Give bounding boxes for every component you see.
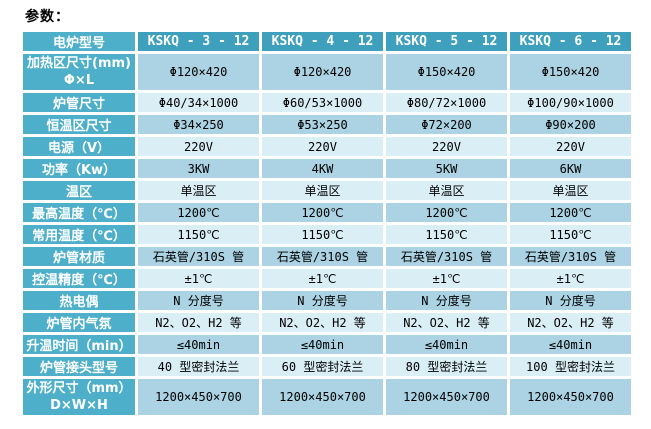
row-label: 恒温区尺寸: [23, 115, 135, 134]
table-row-temp-accuracy: 控温精度（℃） ±1℃ ±1℃ ±1℃ ±1℃: [23, 269, 631, 288]
cell: 石英管/310S 管: [138, 247, 259, 266]
cell: Φ150×420: [386, 54, 507, 90]
cell: 1150℃: [510, 225, 631, 244]
table-row-heatup-time: 升温时间（min） ≤40min ≤40min ≤40min ≤40min: [23, 335, 631, 354]
cell: 1150℃: [386, 225, 507, 244]
cell: 单温区: [138, 181, 259, 200]
cell: 石英管/310S 管: [386, 247, 507, 266]
cell: ±1℃: [138, 269, 259, 288]
table-row-flange-type: 炉管接头型号 40 型密封法兰 60 型密封法兰 80 型密封法兰 100 型密…: [23, 357, 631, 376]
table-row-heating-zone: 加热区尺寸(mm) Φ×L Φ120×420 Φ120×420 Φ150×420…: [23, 54, 631, 90]
row-label: 功率（Kw）: [23, 159, 135, 178]
header-cell-model-2: KSKQ - 4 - 12: [262, 32, 383, 51]
cell: 3KW: [138, 159, 259, 178]
cell: Φ150×420: [510, 54, 631, 90]
cell: 单温区: [386, 181, 507, 200]
table-row-max-temp: 最高温度（℃） 1200℃ 1200℃ 1200℃ 1200℃: [23, 203, 631, 222]
cell: 60 型密封法兰: [262, 357, 383, 376]
row-label: 升温时间（min）: [23, 335, 135, 354]
cell: 1150℃: [138, 225, 259, 244]
cell: 石英管/310S 管: [262, 247, 383, 266]
cell: Φ120×420: [138, 54, 259, 90]
spec-table: 电炉型号 KSKQ - 3 - 12 KSKQ - 4 - 12 KSKQ - …: [20, 29, 634, 418]
cell: N2、O2、H2 等: [262, 313, 383, 332]
cell: N 分度号: [510, 291, 631, 310]
header-cell-model-4: KSKQ - 6 - 12: [510, 32, 631, 51]
cell: 1200℃: [262, 203, 383, 222]
table-row-atmosphere: 炉管内气氛 N2、O2、H2 等 N2、O2、H2 等 N2、O2、H2 等 N…: [23, 313, 631, 332]
cell: 石英管/310S 管: [510, 247, 631, 266]
cell: N 分度号: [386, 291, 507, 310]
cell: ±1℃: [262, 269, 383, 288]
row-label: 温区: [23, 181, 135, 200]
cell: 1200×450×700: [510, 379, 631, 415]
cell: Φ80/72×1000: [386, 93, 507, 112]
cell: ≤40min: [386, 335, 507, 354]
table-row-tube-size: 炉管尺寸 Φ40/34×1000 Φ60/53×1000 Φ80/72×1000…: [23, 93, 631, 112]
row-label: 电源（V）: [23, 137, 135, 156]
page-title: 参数：: [25, 9, 70, 25]
cell: 220V: [262, 137, 383, 156]
cell: ≤40min: [262, 335, 383, 354]
table-row-power-rating: 功率（Kw） 3KW 4KW 5KW 6KW: [23, 159, 631, 178]
table-row-temp-zones: 温区 单温区 单温区 单温区 单温区: [23, 181, 631, 200]
cell: Φ90×200: [510, 115, 631, 134]
cell: ≤40min: [138, 335, 259, 354]
cell: Φ53×250: [262, 115, 383, 134]
cell: ±1℃: [510, 269, 631, 288]
cell: Φ60/53×1000: [262, 93, 383, 112]
row-label: 加热区尺寸(mm) Φ×L: [23, 54, 135, 90]
table-row-constant-temp-zone: 恒温区尺寸 Φ34×250 Φ53×250 Φ72×200 Φ90×200: [23, 115, 631, 134]
table-row-working-temp: 常用温度（℃） 1150℃ 1150℃ 1150℃ 1150℃: [23, 225, 631, 244]
cell: 1150℃: [262, 225, 383, 244]
row-label: 控温精度（℃）: [23, 269, 135, 288]
cell: 1200℃: [386, 203, 507, 222]
header-cell-model-label: 电炉型号: [23, 32, 135, 51]
row-label: 外形尺寸（mm） D×W×H: [23, 379, 135, 415]
cell: 1200℃: [138, 203, 259, 222]
cell: 220V: [386, 137, 507, 156]
row-label: 炉管材质: [23, 247, 135, 266]
cell: 单温区: [262, 181, 383, 200]
row-label: 最高温度（℃）: [23, 203, 135, 222]
cell: N 分度号: [262, 291, 383, 310]
cell: Φ100/90×1000: [510, 93, 631, 112]
table-row-thermocouple: 热电偶 N 分度号 N 分度号 N 分度号 N 分度号: [23, 291, 631, 310]
table-row-outer-dimensions: 外形尺寸（mm） D×W×H 1200×450×700 1200×450×700…: [23, 379, 631, 415]
cell: 1200×450×700: [386, 379, 507, 415]
cell: 220V: [510, 137, 631, 156]
cell: 5KW: [386, 159, 507, 178]
cell: 1200×450×700: [262, 379, 383, 415]
cell: Φ120×420: [262, 54, 383, 90]
cell: 4KW: [262, 159, 383, 178]
row-label: 炉管内气氛: [23, 313, 135, 332]
cell: N2、O2、H2 等: [138, 313, 259, 332]
table-row-power-supply: 电源（V） 220V 220V 220V 220V: [23, 137, 631, 156]
header-cell-model-3: KSKQ - 5 - 12: [386, 32, 507, 51]
cell: N 分度号: [138, 291, 259, 310]
header-cell-model-1: KSKQ - 3 - 12: [138, 32, 259, 51]
cell: 单温区: [510, 181, 631, 200]
cell: 100 型密封法兰: [510, 357, 631, 376]
table-row-tube-material: 炉管材质 石英管/310S 管 石英管/310S 管 石英管/310S 管 石英…: [23, 247, 631, 266]
cell: Φ40/34×1000: [138, 93, 259, 112]
cell: Φ34×250: [138, 115, 259, 134]
cell: 6KW: [510, 159, 631, 178]
table-header-row: 电炉型号 KSKQ - 3 - 12 KSKQ - 4 - 12 KSKQ - …: [23, 32, 631, 51]
cell: 1200℃: [510, 203, 631, 222]
cell: 220V: [138, 137, 259, 156]
cell: 1200×450×700: [138, 379, 259, 415]
cell: ≤40min: [510, 335, 631, 354]
cell: 40 型密封法兰: [138, 357, 259, 376]
cell: ±1℃: [386, 269, 507, 288]
row-label: 热电偶: [23, 291, 135, 310]
cell: N2、O2、H2 等: [386, 313, 507, 332]
cell: N2、O2、H2 等: [510, 313, 631, 332]
row-label: 常用温度（℃）: [23, 225, 135, 244]
row-label: 炉管接头型号: [23, 357, 135, 376]
cell: Φ72×200: [386, 115, 507, 134]
row-label: 炉管尺寸: [23, 93, 135, 112]
cell: 80 型密封法兰: [386, 357, 507, 376]
